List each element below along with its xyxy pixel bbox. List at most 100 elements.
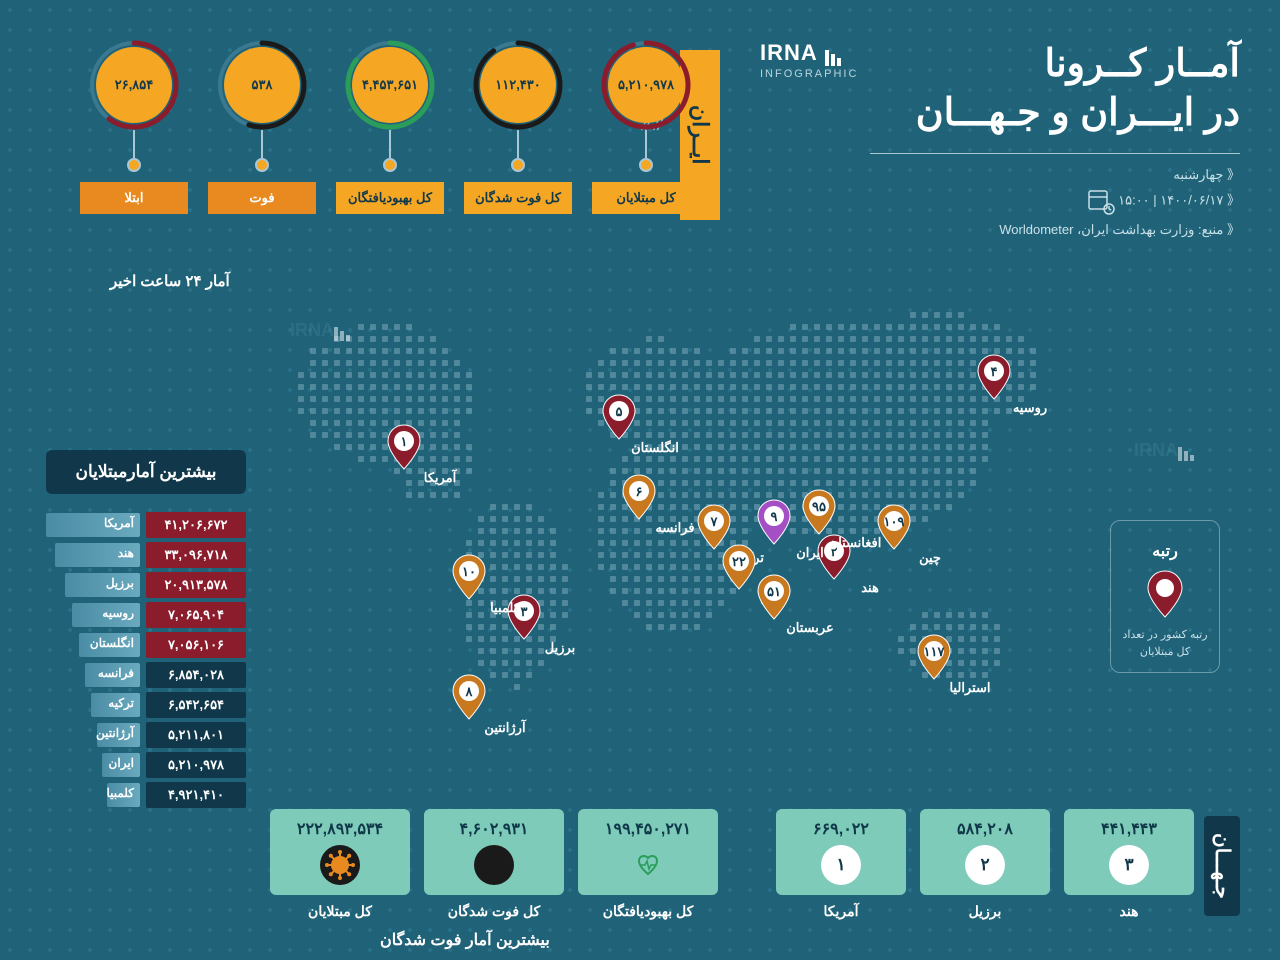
world-death-rank-badge: ۱ <box>821 845 861 885</box>
top-list-value: ۵,۲۱۱,۸۰۱ <box>146 722 246 748</box>
top-list-country: انگلستان <box>90 636 134 650</box>
top-list-value: ۶,۵۴۲,۶۵۴ <box>146 692 246 718</box>
top-list-country: آمریکا <box>104 516 134 530</box>
gauge-ring: ۱۱۲,۴۳۰ <box>473 40 563 130</box>
world-death-value: ۶۶۹,۰۲۲ <box>782 819 900 839</box>
last-24h-label: آمار ۲۴ ساعت اخیر <box>110 272 230 290</box>
top-list-value: ۳۳,۰۹۶,۷۱۸ <box>146 542 246 568</box>
pin-country-label: هند <box>861 580 879 596</box>
world-death-rank-badge: ۳ <box>1109 845 1149 885</box>
top-list-value: ۴۱,۲۰۶,۶۷۲ <box>146 512 246 538</box>
pin-country-label: چین <box>919 550 941 566</box>
svg-text:۱: ۱ <box>401 434 408 449</box>
title-line-1: آمــار کــرونا <box>870 40 1240 89</box>
gauge-item: ۴,۴۵۳,۶۵۱ کل بهبودیافتگان <box>336 40 444 214</box>
world-death-rank: ۵۸۴,۲۰۸ ۲ برزیل <box>920 809 1050 920</box>
top-list-row: ۳۳,۰۹۶,۷۱۸ هند <box>46 542 246 568</box>
svg-text:۱۰۹: ۱۰۹ <box>884 514 905 529</box>
gauge-value: ۴,۴۵۳,۶۵۱ <box>352 47 428 123</box>
top-list-row: ۶,۵۴۲,۶۵۴ ترکیه <box>46 692 246 718</box>
pin-country-label: عربستان <box>786 620 834 636</box>
world-death-rank: ۶۶۹,۰۲۲ ۱ آمریکا <box>776 809 906 920</box>
top-cases-title: بیشترین آمارمبتلایان <box>46 450 246 494</box>
top-list-country: آرژانتین <box>96 726 134 740</box>
gauge-value: ۱۱۲,۴۳۰ <box>480 47 556 123</box>
world-total-value: ۴,۶۰۲,۹۳۱ <box>430 819 558 839</box>
gauge-label: ابتلا <box>80 182 188 214</box>
logo-bars-icon <box>825 40 843 66</box>
world-death-rank-badge: ۲ <box>965 845 1005 885</box>
rank-legend-title: رتبه <box>1119 541 1211 561</box>
world-death-rank: ۴۴۱,۴۴۳ ۳ هند <box>1064 809 1194 920</box>
watermark-2: IRNA <box>1134 440 1200 461</box>
iran-gauges: ۵,۲۱۰,۹۷۸ کل مبتلایان ۱۱۲,۴۳۰ کل فوت شدگ… <box>80 40 700 214</box>
world-total-value: ۲۲۲,۸۹۳,۵۳۴ <box>276 819 404 839</box>
meta-day: 《 چهارشنبه <box>870 164 1240 183</box>
svg-text:۹۵: ۹۵ <box>812 499 826 514</box>
top-list-country: روسیه <box>102 606 134 620</box>
world-total-value: ۱۹۹,۴۵۰,۲۷۱ <box>584 819 712 839</box>
pin-country-label: آمریکا <box>424 470 457 486</box>
svg-text:۴: ۴ <box>991 364 998 379</box>
world-death-value: ۴۴۱,۴۴۳ <box>1070 819 1188 839</box>
watermark-1: IRNA <box>290 320 356 341</box>
title-divider <box>870 153 1240 154</box>
gauge-item: ۱۱۲,۴۳۰ کل فوت شدگان <box>464 40 572 214</box>
world-deaths-title: بیشترین آمار فوت شدگان <box>380 930 550 950</box>
world-total-card: ۴,۶۰۲,۹۳۱ کل فوت شدگان <box>424 809 564 920</box>
world-total-icon <box>628 845 668 885</box>
top-list-country: کلمبیا <box>106 786 134 800</box>
gauge-label: کل بهبودیافتگان <box>336 182 444 214</box>
svg-text:۱۰: ۱۰ <box>462 564 476 579</box>
top-list-country: فرانسه <box>98 666 134 680</box>
svg-text:۵۱: ۵۱ <box>767 584 781 599</box>
main-title: آمــار کــرونا در ایـــران و جـهـــان <box>870 40 1240 139</box>
gauge-ring: ۵۳۸ <box>217 40 307 130</box>
pin-country-label: انگلستان <box>631 440 679 456</box>
top-list-row: ۷,۰۵۶,۱۰۶ انگلستان <box>46 632 246 658</box>
world-stats-row: ۴۴۱,۴۴۳ ۳ هند ۵۸۴,۲۰۸ ۲ برزیل ۶۶۹,۰۲۲ ۱ … <box>270 809 1194 920</box>
svg-text:۸: ۸ <box>465 684 474 699</box>
pin-country-label: کلمبیا <box>490 600 520 616</box>
top-list-country: هند <box>118 546 134 560</box>
top-list-country: ترکیه <box>108 696 134 710</box>
gauge-label: کل مبتلایان <box>592 182 700 214</box>
world-death-value: ۵۸۴,۲۰۸ <box>926 819 1044 839</box>
irna-logo: IRNA INFOGRAPHIC <box>760 40 858 80</box>
svg-text:۹: ۹ <box>771 509 778 524</box>
top-list-row: ۴,۹۲۱,۴۱۰ کلمبیا <box>46 782 246 808</box>
gauge-value: ۵,۲۱۰,۹۷۸ <box>608 47 684 123</box>
calendar-icon <box>1087 187 1115 215</box>
meta-datetime: 《 ۱۴۰۰/۰۶/۱۷ | ۱۵:۰۰ <box>870 187 1240 215</box>
top-list-row: ۴۱,۲۰۶,۶۷۲ آمریکا <box>46 512 246 538</box>
title-line-2: در ایـــران و جـهـــان <box>870 89 1240 138</box>
top-list-value: ۲۰,۹۱۳,۵۷۸ <box>146 572 246 598</box>
world-death-country: هند <box>1120 903 1139 920</box>
top-list-row: ۲۰,۹۱۳,۵۷۸ برزیل <box>46 572 246 598</box>
svg-text:۱۱۷: ۱۱۷ <box>924 644 946 659</box>
top-list-value: ۶,۸۵۴,۰۲۸ <box>146 662 246 688</box>
header: آمــار کــرونا در ایـــران و جـهـــان 《 … <box>870 40 1240 242</box>
world-total-card: ۲۲۲,۸۹۳,۵۳۴ کل مبتلایان <box>270 809 410 920</box>
svg-text:۳: ۳ <box>521 604 528 619</box>
rank-legend-subtitle: رتبه کشور در تعداد کل مبتلایان <box>1119 627 1211 660</box>
world-death-country: برزیل <box>969 903 1002 920</box>
world-total-label: کل مبتلایان <box>308 903 372 920</box>
gauge-item: ۲۶,۸۵۴ ابتلا <box>80 40 188 214</box>
pin-country-label: آرژانتین <box>484 720 525 736</box>
pin-country-label: افغانستان <box>829 535 882 551</box>
top-list-value: ۵,۲۱۰,۹۷۸ <box>146 752 246 778</box>
svg-text:۵: ۵ <box>616 404 623 419</box>
svg-text:۲۲: ۲۲ <box>732 554 746 569</box>
gauge-label: کل فوت شدگان <box>464 182 572 214</box>
svg-text:۷: ۷ <box>710 514 719 529</box>
pin-country-label: فرانسه <box>655 520 694 536</box>
pin-country-label: روسیه <box>1013 400 1047 416</box>
gauge-ring: ۵,۲۱۰,۹۷۸ <box>601 40 691 130</box>
world-total-icon <box>320 845 360 885</box>
logo-subtitle: INFOGRAPHIC <box>760 68 858 80</box>
top-list-row: ۵,۲۱۱,۸۰۱ آرژانتین <box>46 722 246 748</box>
gauge-ring: ۲۶,۸۵۴ <box>89 40 179 130</box>
gauge-value: ۲۶,۸۵۴ <box>96 47 172 123</box>
gauge-item: ۵۳۸ فوت <box>208 40 316 214</box>
